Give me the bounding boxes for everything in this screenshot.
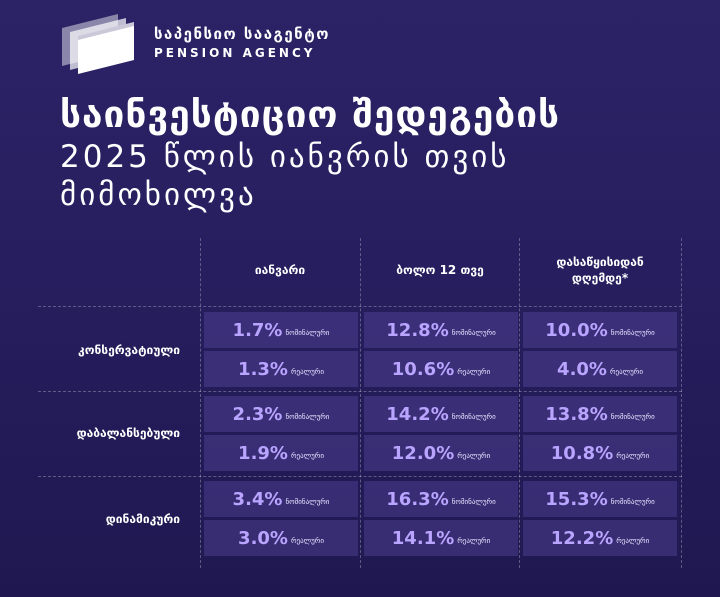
value-cell: 4.0% რეალური <box>523 351 677 387</box>
value-kind: რეალური <box>290 368 324 376</box>
row-divider <box>38 306 682 307</box>
value: 3.4% <box>232 488 283 510</box>
value-cell: 14.2% ნომინალური <box>364 396 518 432</box>
value-cell: 10.6% რეალური <box>364 351 518 387</box>
value-kind: რეალური <box>616 537 650 545</box>
value-kind: რეალური <box>290 452 324 460</box>
value: 4.0% <box>557 358 607 380</box>
value: 10.8% <box>550 442 614 464</box>
page-title: საინვესტიციო შედეგების 2025 წლის იანვრის… <box>60 92 560 214</box>
value: 1.3% <box>238 358 288 380</box>
value: 1.9% <box>238 442 288 464</box>
value-kind: ნომინალური <box>610 329 655 337</box>
value: 1.7% <box>232 319 283 341</box>
value-cell: 12.2% რეალური <box>523 520 677 556</box>
row-label-balanced: დაბალანსებული <box>76 426 180 440</box>
value-cell: 1.3% რეალური <box>204 351 358 387</box>
value: 13.8% <box>545 403 608 425</box>
column-header-january: იანვარი <box>254 263 306 277</box>
value: 14.1% <box>391 527 455 549</box>
value-kind: რეალური <box>609 368 643 376</box>
row-label-dynamic: დინამიკური <box>105 512 180 526</box>
row-divider <box>38 476 682 477</box>
value-kind: ნომინალური <box>451 413 496 421</box>
value-cell: 16.3% ნომინალური <box>364 481 518 517</box>
value-cell: 10.0% ნომინალური <box>523 312 677 348</box>
logo-name-english: PENSION AGENCY <box>154 46 316 60</box>
value: 12.0% <box>391 442 455 464</box>
value-kind: ნომინალური <box>285 413 330 421</box>
value-cell: 2.3% ნომინალური <box>204 396 358 432</box>
value-kind: რეალური <box>457 368 491 376</box>
column-header-last-12-months: ბოლო 12 თვე <box>396 263 484 277</box>
logo-name-georgian: საპენსიო სააგენტო <box>154 25 330 43</box>
value-kind: ნომინალური <box>451 329 496 337</box>
row-divider <box>38 391 682 392</box>
value-cell: 13.8% ნომინალური <box>523 396 677 432</box>
value: 3.0% <box>238 527 288 549</box>
value-cell: 1.7% ნომინალური <box>204 312 358 348</box>
value-cell: 14.1% რეალური <box>364 520 518 556</box>
value: 15.3% <box>545 488 608 510</box>
value-kind: ნომინალური <box>610 413 655 421</box>
value-cell: 12.0% რეალური <box>364 435 518 471</box>
value: 16.3% <box>386 488 449 510</box>
column-divider <box>519 238 520 568</box>
value-cell: 1.9% რეალური <box>204 435 358 471</box>
value-kind: რეალური <box>616 452 650 460</box>
value-cell: 3.4% ნომინალური <box>204 481 358 517</box>
right-edge-strip <box>720 0 726 597</box>
value: 10.6% <box>391 358 455 380</box>
title-line-1: საინვესტიციო შედეგების <box>60 93 561 136</box>
column-divider <box>360 238 361 568</box>
value-cell: 15.3% ნომინალური <box>523 481 677 517</box>
value: 12.2% <box>550 527 614 549</box>
title-line-2: 2025 წლის იანვრის თვის <box>60 139 510 175</box>
value-kind: რეალური <box>457 537 491 545</box>
logo-pages-icon <box>62 14 134 74</box>
value-kind: რეალური <box>457 452 491 460</box>
value-cell: 12.8% ნომინალური <box>364 312 518 348</box>
column-divider <box>681 238 682 568</box>
value: 14.2% <box>386 403 449 425</box>
value: 12.8% <box>386 319 449 341</box>
value-kind: ნომინალური <box>285 498 330 506</box>
value-cell: 10.8% რეალური <box>523 435 677 471</box>
column-header-since-inception: დასაწყისიდან დღემდე* <box>556 255 644 285</box>
row-label-conservative: კონსერვატიული <box>78 343 180 357</box>
value-kind: ნომინალური <box>285 329 330 337</box>
value-kind: ნომინალური <box>451 498 496 506</box>
value-cell: 3.0% რეალური <box>204 520 358 556</box>
value: 10.0% <box>545 319 608 341</box>
title-line-3: მიმოხილვა <box>60 177 257 213</box>
value: 2.3% <box>232 403 283 425</box>
column-divider <box>200 238 201 568</box>
value-kind: რეალური <box>290 537 324 545</box>
pension-agency-logo: საპენსიო სააგენტო PENSION AGENCY <box>60 12 330 74</box>
value-kind: ნომინალური <box>610 498 655 506</box>
